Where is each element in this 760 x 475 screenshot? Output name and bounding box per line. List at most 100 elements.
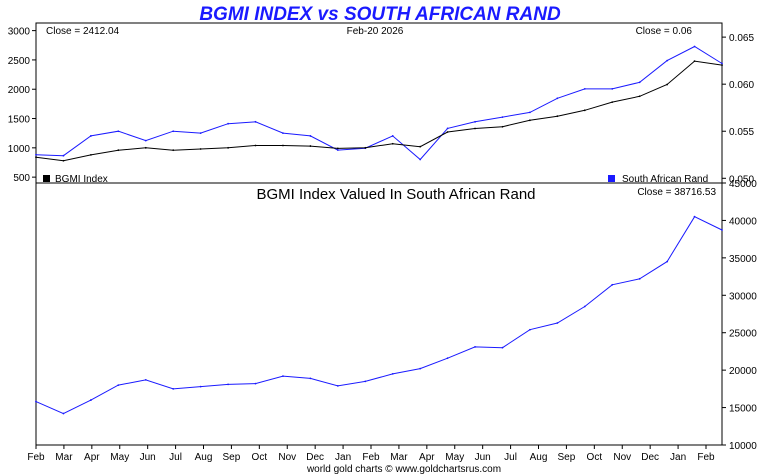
x-tick-label: Jan bbox=[335, 452, 351, 463]
bottom-right-tick-label: 30000 bbox=[729, 291, 757, 302]
x-tick-label: Jun bbox=[140, 452, 156, 463]
x-tick-label: Aug bbox=[530, 452, 548, 463]
x-tick-label: Dec bbox=[306, 452, 324, 463]
ratio-series-line bbox=[35, 216, 723, 415]
bgmi-series-line-point bbox=[556, 115, 559, 118]
lines-group bbox=[35, 45, 723, 415]
ratio-series-line-point bbox=[172, 387, 175, 390]
bgmi-series-line bbox=[35, 60, 723, 162]
bgmi-series-line-point bbox=[721, 64, 723, 66]
rand-series-line-point bbox=[638, 81, 641, 84]
rand-series-line-point bbox=[309, 135, 312, 137]
footer-credit: world gold charts © www.goldchartsrus.co… bbox=[306, 464, 501, 475]
ratio-series-line-point bbox=[721, 229, 723, 231]
ratio-series-line-point bbox=[474, 346, 476, 348]
bgmi-series-line-point bbox=[282, 144, 284, 147]
bgmi-series-line-point bbox=[35, 156, 37, 159]
bgmi-series-line-point bbox=[583, 109, 586, 112]
x-tick-label: Jul bbox=[504, 452, 517, 463]
x-tick-label: Aug bbox=[195, 452, 213, 463]
rand-series-line-point bbox=[474, 120, 476, 123]
ratio-series-line-point bbox=[446, 357, 449, 360]
ratio-series-line-point bbox=[556, 322, 559, 324]
rand-series-line-point bbox=[144, 139, 147, 142]
ratio-series-line-point bbox=[254, 382, 257, 385]
chart-title: BGMI INDEX vs SOUTH AFRICAN RAND bbox=[199, 4, 561, 25]
bgmi-series-line-point bbox=[501, 125, 504, 128]
rand-series-line-point bbox=[117, 130, 120, 133]
bgmi-series-line-point bbox=[611, 101, 614, 104]
rand-series-line-point bbox=[35, 153, 37, 156]
top-left-tick-label: 1500 bbox=[8, 115, 31, 126]
rand-series-line-point bbox=[282, 132, 284, 135]
rand-series-line-point bbox=[583, 87, 586, 90]
legend-swatch-rand bbox=[608, 175, 615, 182]
ratio-series-line-point bbox=[144, 378, 147, 381]
ratio-series-line-point bbox=[35, 400, 37, 403]
rand-series-line-point bbox=[446, 127, 449, 130]
ratio-series-line-point bbox=[89, 399, 92, 401]
left-close-label: Close = 2412.04 bbox=[46, 26, 120, 37]
rand-series-line-point bbox=[172, 130, 175, 133]
bgmi-series-line-point bbox=[529, 119, 531, 122]
ratio-series-line-point bbox=[227, 383, 229, 386]
rand-series-line-point bbox=[693, 45, 696, 48]
top-right-tick-label: 0.060 bbox=[729, 80, 754, 91]
rand-series-line-point bbox=[556, 97, 559, 100]
bottom-right-tick-label: 10000 bbox=[729, 441, 757, 452]
bgmi-series-line-point bbox=[336, 147, 339, 150]
bgmi-series-line-point bbox=[666, 83, 669, 86]
x-tick-label: Feb bbox=[362, 452, 380, 463]
ratio-series-line-point bbox=[391, 372, 394, 375]
bottom-right-tick-label: 20000 bbox=[729, 366, 757, 377]
ratio-series-line-point bbox=[282, 375, 284, 378]
bottom-right-tick-label: 35000 bbox=[729, 254, 757, 265]
x-tick-label: Jan bbox=[670, 452, 686, 463]
ratio-series-line-point bbox=[529, 328, 531, 331]
top-left-tick-label: 3000 bbox=[8, 27, 31, 38]
bgmi-series-line-point bbox=[199, 148, 202, 150]
top-right-tick-label: 0.065 bbox=[729, 33, 754, 44]
legend-swatch-bgmi bbox=[43, 175, 50, 182]
x-tick-label: Oct bbox=[252, 452, 268, 463]
bgmi-series-line-point bbox=[254, 144, 257, 147]
bgmi-series-line-point bbox=[693, 60, 696, 62]
rand-series-line-point bbox=[611, 87, 614, 90]
right-close-label: Close = 0.06 bbox=[636, 26, 693, 37]
x-tick-label: Sep bbox=[558, 452, 576, 463]
rand-series-line-point bbox=[391, 135, 394, 137]
axes-group: 3000 2500 2000 1500 1000 500 0.065 0.060 0.055 0.… bbox=[8, 27, 757, 463]
x-tick-label: Sep bbox=[223, 452, 241, 463]
bgmi-series-line-point bbox=[638, 95, 641, 98]
bottom-right-tick-label: 25000 bbox=[729, 329, 757, 340]
legend-label-rand: South African Rand bbox=[622, 174, 708, 185]
ratio-series-line-point bbox=[611, 283, 614, 286]
ratio-series-line-point bbox=[419, 367, 422, 370]
top-panel-frame bbox=[35, 22, 723, 184]
x-tick-label: Jun bbox=[475, 452, 491, 463]
x-tick-label: Oct bbox=[587, 452, 603, 463]
x-tick-label: Jul bbox=[169, 452, 182, 463]
bottom-panel-title: BGMI Index Valued In South African Rand bbox=[256, 186, 535, 203]
ratio-series-line-point bbox=[501, 346, 504, 349]
top-left-tick-label: 2000 bbox=[8, 85, 31, 96]
bgmi-series-line-point bbox=[309, 145, 312, 147]
x-tick-label: Mar bbox=[55, 452, 73, 463]
bgmi-series-line-point bbox=[144, 146, 147, 149]
x-tick-label: Feb bbox=[697, 452, 715, 463]
rand-series-line bbox=[35, 45, 723, 161]
ratio-series-line-point bbox=[638, 277, 641, 280]
ratio-series-line-point bbox=[199, 385, 202, 388]
date-label: Feb-20 2026 bbox=[347, 26, 404, 37]
legend-label-bgmi: BGMI Index bbox=[55, 174, 108, 185]
bgmi-series-line-point bbox=[172, 149, 175, 152]
x-tick-label: Nov bbox=[613, 452, 631, 463]
top-left-tick-label: 1000 bbox=[8, 144, 31, 155]
rand-series-line-point bbox=[419, 158, 422, 161]
rand-series-line-point bbox=[721, 62, 723, 65]
x-tick-label: Apr bbox=[84, 452, 100, 463]
rand-series-line-point bbox=[199, 132, 202, 135]
bgmi-series-line-point bbox=[446, 131, 449, 133]
top-left-tick-label: 500 bbox=[13, 173, 30, 184]
bgmi-series-line-point bbox=[117, 149, 120, 152]
